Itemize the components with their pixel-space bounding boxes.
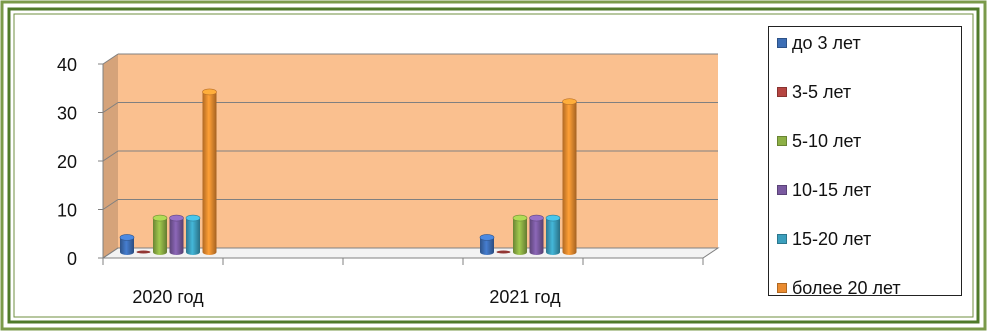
- gridline-side: [102, 102, 119, 113]
- legend-swatch: [777, 38, 787, 48]
- tick-labels: 0 10 20 30 40 2020 год 2021 год: [57, 55, 561, 307]
- legend-swatch: [777, 87, 787, 97]
- legend-label: 15-20 лет: [792, 228, 872, 249]
- bar-cap: [479, 234, 495, 241]
- y-tick-label: 40: [57, 55, 77, 75]
- legend-item: до 3 лет: [777, 31, 861, 55]
- bar-body: [202, 91, 217, 255]
- bar-cap: [545, 214, 561, 222]
- bar-cap: [169, 214, 184, 222]
- legend-item: 5-10 лет: [777, 129, 861, 153]
- axes: [98, 63, 704, 265]
- y-tick-label: 0: [67, 249, 77, 269]
- legend-label: 5-10 лет: [792, 130, 862, 151]
- legend-swatch: [777, 185, 787, 195]
- bar: [119, 234, 135, 255]
- x-tick-label: 2021 год: [489, 287, 561, 307]
- bar-body: [562, 101, 577, 256]
- legend-swatch: [777, 136, 787, 146]
- x-tick-label: 2020 год: [132, 287, 204, 307]
- bar: [185, 214, 201, 255]
- bar-body: [546, 218, 560, 255]
- bar-body: [513, 218, 527, 255]
- y-tick-label: 10: [57, 201, 77, 221]
- bar-cap: [562, 98, 577, 105]
- bar-cap: [529, 214, 544, 222]
- bar-cap: [496, 250, 511, 254]
- bar-cap: [136, 250, 151, 254]
- gridline-side: [102, 247, 119, 259]
- legend-label: более 20 лет: [792, 277, 901, 298]
- bar: [202, 88, 217, 255]
- legend-label: 3-5 лет: [792, 81, 852, 102]
- bar-cap: [119, 234, 135, 241]
- bar-body: [153, 218, 167, 255]
- bar: [152, 214, 168, 255]
- legend: до 3 лет 3-5 лет 5-10 лет 10-15 лет 15-20 ле…: [768, 26, 962, 298]
- legend-item: 15-20 лет: [777, 227, 871, 251]
- legend-swatch: [777, 234, 787, 244]
- legend-swatch: [777, 283, 787, 293]
- bar: [545, 214, 561, 255]
- bar: [169, 214, 184, 255]
- bar: [512, 214, 528, 255]
- bar-cap: [185, 214, 201, 222]
- bar-cap: [152, 214, 168, 222]
- gridline-side: [102, 53, 119, 65]
- legend-item: 10-15 лет: [777, 178, 871, 202]
- bar: [562, 98, 577, 256]
- bar: [479, 234, 495, 255]
- bar-body: [120, 237, 134, 255]
- y-tick-label: 20: [57, 152, 77, 172]
- bar-body: [529, 218, 544, 255]
- gridline-side: [102, 150, 119, 162]
- bar: [496, 250, 511, 254]
- bar: [529, 214, 544, 255]
- bar-body: [480, 237, 494, 255]
- bar-cap: [202, 88, 217, 96]
- legend-label: до 3 лет: [792, 32, 861, 53]
- bar-cap: [512, 214, 528, 222]
- y-tick-label: 30: [57, 104, 77, 124]
- bar-body: [186, 218, 200, 255]
- legend-item: 3-5 лет: [777, 80, 851, 104]
- legend-label: 10-15 лет: [792, 179, 872, 200]
- legend-item: более 20 лет: [777, 276, 901, 300]
- bars: [119, 88, 577, 256]
- bar-body: [169, 218, 184, 255]
- bar: [136, 250, 151, 254]
- gridline-side: [102, 199, 119, 210]
- gridlines: [102, 53, 718, 259]
